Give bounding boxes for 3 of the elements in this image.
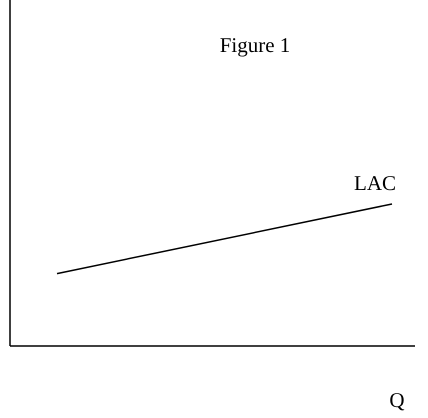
chart-title: Figure 1 <box>220 33 290 57</box>
x-axis-title: Q <box>389 388 405 412</box>
series-label: LAC <box>354 171 396 195</box>
